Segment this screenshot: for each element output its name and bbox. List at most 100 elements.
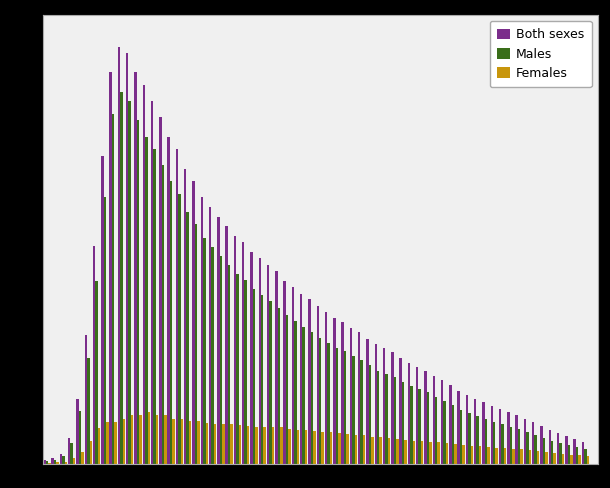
Bar (173, 419, 175, 464)
Bar (523, 419, 526, 464)
Bar (300, 294, 303, 464)
Bar (187, 211, 189, 464)
Bar (292, 287, 294, 464)
Bar (443, 401, 446, 464)
Bar (338, 433, 340, 464)
Bar (427, 392, 429, 464)
Bar (504, 448, 506, 464)
Bar (126, 53, 129, 464)
Bar (114, 422, 117, 464)
Bar (303, 327, 305, 464)
Bar (474, 399, 476, 464)
Bar (404, 440, 407, 464)
Bar (220, 256, 222, 464)
Bar (545, 452, 548, 464)
Bar (189, 421, 192, 464)
Bar (418, 389, 421, 464)
Bar (225, 226, 228, 464)
Bar (350, 327, 352, 464)
Bar (328, 343, 330, 464)
Bar (371, 437, 374, 464)
Bar (429, 442, 432, 464)
Bar (48, 463, 51, 464)
Bar (368, 366, 371, 464)
Bar (267, 265, 269, 464)
Bar (393, 377, 396, 464)
Bar (269, 301, 272, 464)
Bar (129, 101, 131, 464)
Bar (195, 224, 197, 464)
Bar (557, 433, 559, 464)
Bar (109, 72, 112, 464)
Bar (272, 427, 274, 464)
Bar (388, 438, 390, 464)
Bar (148, 412, 150, 464)
Bar (454, 444, 456, 464)
Bar (217, 217, 220, 464)
Bar (222, 424, 224, 464)
Bar (284, 281, 286, 464)
Bar (458, 391, 460, 464)
Bar (421, 441, 423, 464)
Bar (76, 400, 79, 464)
Bar (184, 168, 187, 464)
Bar (529, 450, 531, 464)
Bar (493, 422, 495, 464)
Bar (145, 137, 148, 464)
Bar (167, 137, 170, 464)
Bar (578, 455, 581, 464)
Bar (346, 434, 349, 464)
Bar (156, 415, 158, 464)
Bar (112, 114, 114, 464)
Bar (289, 429, 291, 464)
Bar (548, 430, 551, 464)
Bar (98, 428, 100, 464)
Bar (228, 265, 231, 464)
Bar (342, 322, 344, 464)
Bar (336, 348, 338, 464)
Bar (587, 456, 589, 464)
Bar (476, 416, 479, 464)
Bar (203, 238, 206, 464)
Bar (206, 423, 208, 464)
Legend: Both sexes, Males, Females: Both sexes, Males, Females (490, 21, 592, 87)
Bar (437, 443, 440, 464)
Bar (62, 456, 65, 464)
Bar (573, 439, 576, 464)
Bar (396, 439, 398, 464)
Bar (565, 436, 567, 464)
Bar (73, 458, 76, 464)
Bar (123, 419, 125, 464)
Bar (214, 424, 217, 464)
Bar (499, 409, 501, 464)
Bar (131, 415, 134, 464)
Bar (407, 363, 410, 464)
Bar (352, 357, 354, 464)
Bar (567, 445, 570, 464)
Bar (515, 415, 518, 464)
Bar (325, 312, 328, 464)
Bar (424, 370, 427, 464)
Bar (358, 332, 361, 464)
Bar (65, 462, 67, 464)
Bar (54, 460, 56, 464)
Bar (468, 413, 471, 464)
Bar (487, 447, 490, 464)
Bar (95, 281, 98, 464)
Bar (379, 437, 382, 464)
Bar (236, 274, 239, 464)
Bar (310, 332, 313, 464)
Bar (46, 461, 48, 464)
Bar (178, 194, 181, 464)
Bar (449, 385, 451, 464)
Bar (402, 382, 404, 464)
Bar (361, 360, 363, 464)
Bar (391, 352, 393, 464)
Bar (562, 454, 564, 464)
Bar (305, 430, 307, 464)
Bar (106, 422, 109, 464)
Bar (553, 453, 556, 464)
Bar (490, 406, 493, 464)
Bar (79, 411, 81, 464)
Bar (501, 425, 504, 464)
